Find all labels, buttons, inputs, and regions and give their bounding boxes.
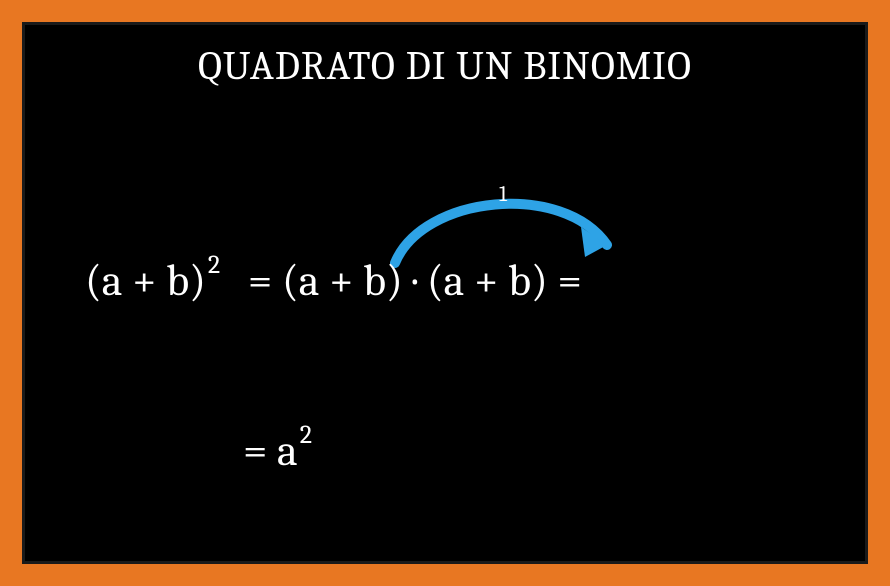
exponent-1: 2	[208, 250, 220, 280]
exponent-2: 2	[300, 420, 312, 450]
expansion-expr: = (a + b) · (a + b) =	[238, 255, 582, 306]
formula-line-2: = a2	[243, 425, 312, 476]
arrow-step-label: 1	[499, 181, 507, 207]
chalkboard: QUADRATO DI UN BINOMIO 1 (a + b)2 = (a +…	[22, 22, 868, 564]
binomial-base-1: (a + b)	[85, 255, 206, 306]
equals-a: = a	[243, 425, 298, 476]
formula-line-1: (a + b)2 = (a + b) · (a + b) =	[85, 255, 582, 306]
title: QUADRATO DI UN BINOMIO	[25, 25, 865, 89]
